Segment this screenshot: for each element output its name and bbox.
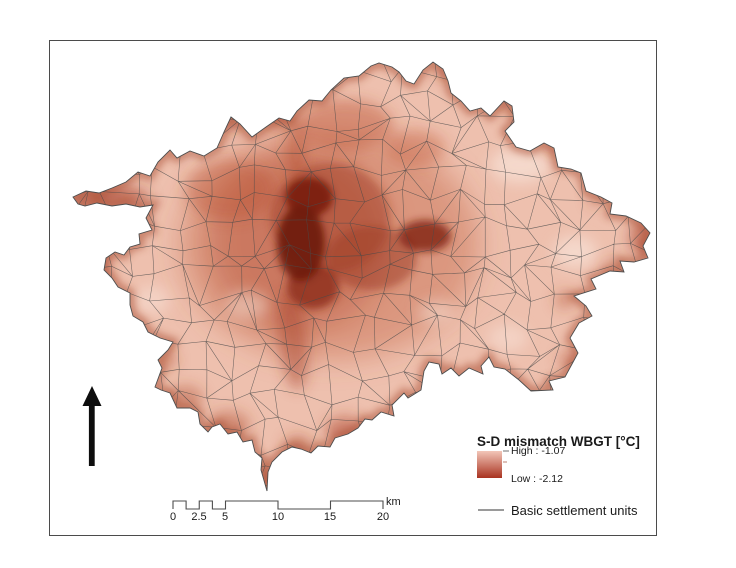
scale-label-25: 2.5 — [191, 511, 207, 523]
legend-high-label: High : -1.07 — [511, 445, 566, 457]
scale-bar — [172, 500, 384, 510]
legend-color-ramp — [477, 451, 502, 478]
scale-label-10: 10 — [271, 511, 285, 523]
north-arrow-icon — [82, 386, 102, 466]
settlement-units-label: Basic settlement units — [511, 503, 638, 518]
scale-unit-label: km — [386, 496, 401, 508]
settlement-units-line-swatch — [478, 509, 504, 511]
legend-title: S-D mismatch WBGT [°C] — [477, 434, 640, 449]
scale-label-15: 15 — [323, 511, 337, 523]
scale-label-5: 5 — [221, 511, 229, 523]
legend-low-label: Low : -2.12 — [511, 473, 563, 485]
city-boundary — [72, 61, 651, 492]
map-frame — [49, 40, 657, 536]
scale-label-20: 20 — [376, 511, 390, 523]
heat-surface — [73, 62, 650, 491]
legend-ramp-tick-top — [503, 450, 509, 452]
scale-label-0: 0 — [169, 511, 177, 523]
legend-ramp-tick-mid — [503, 461, 507, 463]
